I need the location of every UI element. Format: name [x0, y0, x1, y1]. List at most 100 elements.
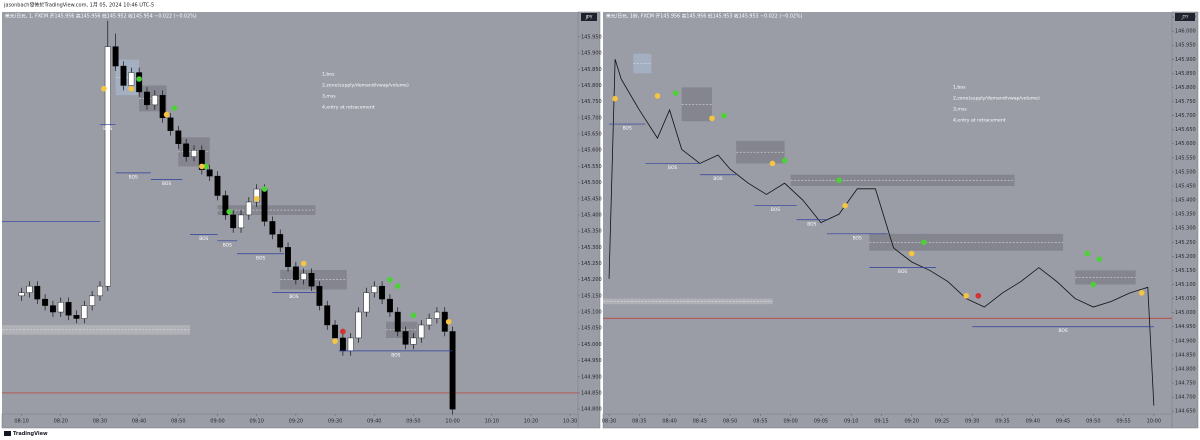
- candle-body: [449, 331, 456, 410]
- candle-body: [245, 201, 252, 216]
- candle-body: [238, 214, 244, 229]
- y-tick-label: 145.150: [581, 293, 602, 299]
- signal-marker: [340, 328, 346, 335]
- currency-box: [1175, 13, 1195, 21]
- chart-panel: BOS BOS BOS BOS BOS BOS BOS BOS 美元/日元, 1, FXCM 开…: [1, 11, 602, 429]
- x-tick-label: 10:00: [445, 419, 459, 425]
- candle-body: [433, 311, 440, 319]
- candle-body: [151, 94, 158, 106]
- x-tick-label: 10:30: [563, 419, 577, 425]
- y-tick-label: 144.850: [1175, 352, 1196, 358]
- y-tick-label: 144.850: [581, 390, 602, 396]
- note: 4,entry at retracement: [953, 118, 1006, 124]
- signal-marker: [300, 260, 307, 267]
- signal-marker: [709, 115, 715, 122]
- signal-marker: [1084, 250, 1091, 257]
- y-tick-label: 145.400: [1175, 198, 1196, 204]
- zone: [2, 324, 191, 335]
- price-axis: [1171, 11, 1199, 429]
- x-tick-label: 08:55: [753, 419, 767, 425]
- note: 2,zone(supply/demand/vwap/volume): [953, 96, 1040, 102]
- signal-marker: [836, 177, 842, 184]
- signal-marker: [445, 318, 452, 325]
- candle-body: [394, 311, 401, 332]
- signal-marker: [202, 163, 209, 170]
- y-tick-label: 145.450: [1175, 183, 1196, 189]
- bos-label: BOS: [162, 181, 171, 187]
- bos-label: BOS: [223, 242, 232, 248]
- signal-marker: [721, 112, 727, 119]
- brand-logo: TradingView: [4, 431, 48, 437]
- candle-body: [300, 273, 307, 280]
- candle-body: [120, 65, 127, 86]
- x-tick-label: 09:10: [249, 419, 263, 425]
- signal-marker: [654, 93, 661, 99]
- y-tick-label: 145.500: [1175, 169, 1196, 175]
- y-tick-label: 144.800: [1175, 366, 1196, 372]
- candle-body: [26, 285, 33, 293]
- bos-label: BOS: [391, 352, 400, 358]
- x-tick-label: 09:30: [328, 419, 342, 425]
- y-tick-label: 145.250: [1175, 240, 1196, 246]
- signal-marker: [332, 338, 338, 344]
- y-tick-label: 145.050: [1175, 296, 1196, 302]
- y-tick-label: 145.550: [581, 164, 602, 170]
- candle-body: [277, 234, 284, 248]
- x-tick-label: 09:40: [367, 419, 381, 425]
- signal-marker: [163, 111, 170, 118]
- y-tick-label: 145.400: [581, 212, 602, 218]
- candle-body: [379, 285, 386, 300]
- plot: BOS BOS BOS BOS BOS BOS BOS BOS: [603, 53, 1172, 406]
- signal-marker: [975, 292, 982, 299]
- zone: [790, 174, 1015, 186]
- candle-body: [65, 302, 72, 316]
- bos-label: BOS: [1058, 328, 1067, 334]
- currency: JPY: [1181, 15, 1189, 21]
- candle-body: [128, 72, 135, 86]
- y-tick-label: 145.300: [1175, 226, 1196, 232]
- candle-body: [371, 285, 378, 293]
- bos-label: BOS: [713, 176, 722, 182]
- signal-marker: [136, 76, 142, 82]
- y-tick-label: 144.800: [581, 407, 602, 413]
- y-tick-label: 145.100: [1175, 282, 1196, 288]
- y-tick-label: 145.500: [581, 180, 602, 186]
- signal-marker: [101, 85, 107, 92]
- y-tick-label: 145.250: [581, 261, 602, 267]
- x-tick-label: 08:30: [602, 419, 616, 425]
- candle-body: [49, 305, 56, 313]
- candle-body: [183, 143, 190, 157]
- currency: JPY: [585, 15, 593, 21]
- price-axis: [577, 11, 601, 429]
- signal-marker: [963, 292, 969, 299]
- y-tick-label: 145.850: [581, 67, 602, 73]
- x-tick-label: 09:20: [289, 419, 303, 425]
- candle-body: [214, 175, 221, 196]
- x-tick-label: 08:10: [14, 419, 28, 425]
- note: 2,zone(supply/demand/vwap/volume): [322, 83, 409, 89]
- candle-body: [426, 318, 433, 326]
- x-tick-label: 08:30: [93, 419, 107, 425]
- candle-body: [167, 117, 174, 131]
- candle-body: [363, 292, 370, 313]
- candle-body: [175, 130, 182, 144]
- candle-body: [410, 337, 417, 345]
- candle-body: [308, 273, 315, 287]
- y-tick-label: 145.950: [581, 34, 602, 40]
- x-tick-label: 09:40: [1026, 419, 1040, 425]
- y-tick-label: 144.900: [1175, 338, 1196, 344]
- y-tick-label: 144.650: [1175, 409, 1196, 415]
- signal-marker: [769, 160, 776, 167]
- bos-label: BOS: [199, 236, 208, 242]
- signal-marker: [908, 250, 915, 257]
- candle-body: [42, 298, 49, 306]
- bos-label: BOS: [103, 126, 112, 132]
- signal-marker: [253, 195, 260, 202]
- y-tick-label: 145.750: [581, 99, 602, 105]
- candle-body: [316, 285, 323, 306]
- bos-label: BOS: [898, 269, 907, 275]
- x-tick-label: 09:45: [1056, 419, 1070, 425]
- candle-body: [332, 324, 339, 339]
- y-tick-label: 145.900: [1175, 57, 1196, 63]
